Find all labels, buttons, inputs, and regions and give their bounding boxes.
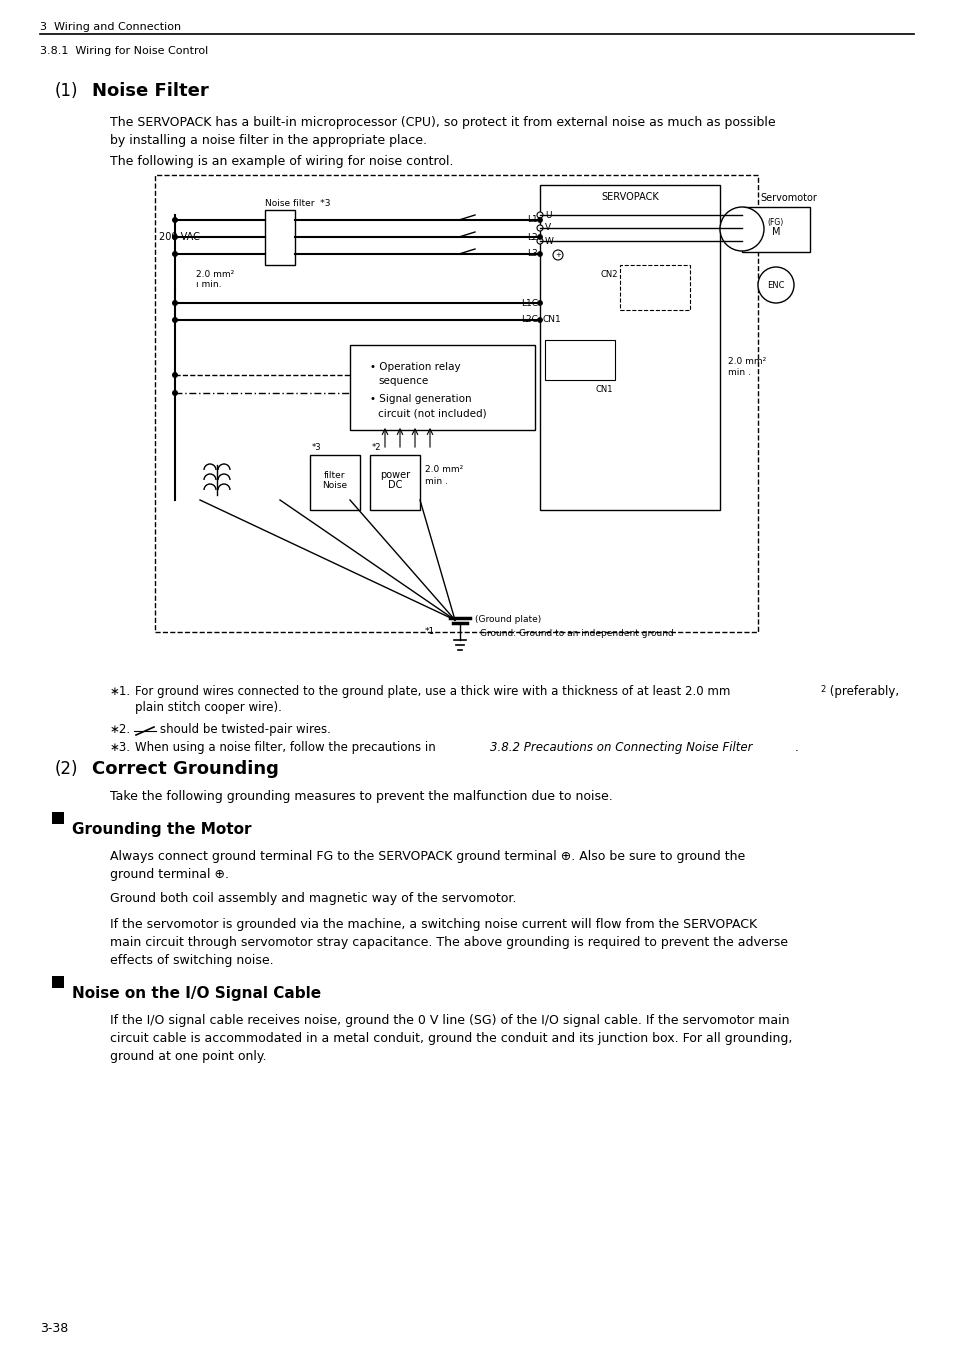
Bar: [539, 185, 720, 510]
Text: *3: *3: [312, 443, 321, 452]
Text: 2.0 mm²: 2.0 mm²: [727, 356, 765, 366]
Text: 3.8.1  Wiring for Noise Control: 3.8.1 Wiring for Noise Control: [40, 46, 208, 55]
Text: 2: 2: [820, 684, 824, 694]
Text: +: +: [555, 252, 560, 258]
Text: (1): (1): [55, 82, 78, 100]
Text: Ground both coil assembly and magnetic way of the servomotor.: Ground both coil assembly and magnetic w…: [110, 892, 516, 904]
Circle shape: [172, 217, 178, 223]
Circle shape: [720, 207, 763, 251]
Circle shape: [537, 301, 542, 305]
Text: • Signal generation: • Signal generation: [370, 394, 471, 404]
Circle shape: [537, 251, 542, 256]
Bar: [310, 455, 359, 510]
Text: M: M: [771, 227, 780, 238]
Bar: [52, 811, 64, 824]
Text: .: .: [794, 741, 798, 755]
Text: CN1: CN1: [595, 385, 613, 394]
Text: 2.0 mm²: 2.0 mm²: [195, 270, 234, 279]
Bar: [265, 211, 294, 265]
Text: (Ground plate): (Ground plate): [475, 616, 540, 625]
Text: *1: *1: [424, 626, 435, 636]
Text: L1C: L1C: [520, 298, 537, 308]
Text: Grounding the Motor: Grounding the Motor: [71, 822, 252, 837]
Circle shape: [758, 267, 793, 302]
Text: L3: L3: [527, 250, 537, 258]
Text: 3-38: 3-38: [40, 1322, 69, 1335]
Text: DC: DC: [388, 481, 402, 490]
Text: 3.8.2 Precautions on Connecting Noise Filter: 3.8.2 Precautions on Connecting Noise Fi…: [490, 741, 752, 755]
Text: L1: L1: [527, 216, 537, 224]
Text: L2C: L2C: [520, 316, 537, 324]
Text: SERVOPACK: SERVOPACK: [600, 192, 659, 202]
Text: min .: min .: [727, 369, 750, 377]
Text: W: W: [544, 236, 554, 246]
Circle shape: [172, 300, 178, 306]
Text: circuit (not included): circuit (not included): [377, 408, 486, 418]
Text: If the I/O signal cable receives noise, ground the 0 V line (SG) of the I/O sign: If the I/O signal cable receives noise, …: [110, 1014, 792, 1062]
Text: filter: filter: [324, 471, 345, 481]
Text: (preferably,: (preferably,: [825, 684, 898, 698]
Circle shape: [553, 250, 562, 261]
Text: ∗3.: ∗3.: [110, 741, 131, 755]
Text: When using a noise filter, follow the precautions in: When using a noise filter, follow the pr…: [135, 741, 439, 755]
Text: (2): (2): [55, 760, 78, 778]
Bar: [370, 455, 419, 510]
Text: V: V: [544, 224, 551, 232]
Text: Correct Grounding: Correct Grounding: [91, 760, 278, 778]
Bar: [544, 340, 615, 379]
Text: Ground: Ground to an independent ground: Ground: Ground to an independent ground: [479, 629, 673, 637]
Circle shape: [537, 238, 542, 244]
Circle shape: [537, 235, 542, 239]
Bar: [619, 265, 689, 310]
Text: U: U: [544, 211, 551, 220]
Bar: [154, 176, 758, 632]
Text: power: power: [379, 471, 410, 481]
Text: The SERVOPACK has a built-in microprocessor (CPU), so protect it from external n: The SERVOPACK has a built-in microproces…: [110, 116, 775, 147]
Text: ENC: ENC: [766, 281, 784, 289]
Text: ∗2.: ∗2.: [110, 724, 131, 736]
Text: For ground wires connected to the ground plate, use a thick wire with a thicknes: For ground wires connected to the ground…: [135, 684, 730, 698]
Text: *2: *2: [372, 443, 381, 452]
Text: The following is an example of wiring for noise control.: The following is an example of wiring fo…: [110, 155, 453, 167]
Text: Noise: Noise: [322, 481, 347, 490]
Text: Always connect ground terminal FG to the SERVOPACK ground terminal ⊕. Also be su: Always connect ground terminal FG to the…: [110, 850, 744, 882]
Text: Noise filter  *3: Noise filter *3: [265, 198, 330, 208]
Text: ∗1.: ∗1.: [110, 684, 131, 698]
Text: should be twisted-pair wires.: should be twisted-pair wires.: [160, 724, 331, 736]
Circle shape: [172, 234, 178, 240]
Bar: [350, 346, 535, 431]
Bar: [741, 207, 809, 252]
Text: Servomotor: Servomotor: [760, 193, 816, 202]
Circle shape: [537, 317, 542, 323]
Text: Take the following grounding measures to prevent the malfunction due to noise.: Take the following grounding measures to…: [110, 790, 612, 803]
Circle shape: [172, 373, 178, 378]
Text: L2: L2: [527, 232, 537, 242]
Circle shape: [172, 251, 178, 256]
Text: (FG): (FG): [767, 219, 783, 228]
Bar: [52, 976, 64, 988]
Text: ı min.: ı min.: [195, 279, 221, 289]
Circle shape: [172, 390, 178, 396]
Text: If the servomotor is grounded via the machine, a switching noise current will fl: If the servomotor is grounded via the ma…: [110, 918, 787, 967]
Text: 3  Wiring and Connection: 3 Wiring and Connection: [40, 22, 181, 32]
Text: CN1: CN1: [542, 316, 561, 324]
Circle shape: [537, 212, 542, 217]
Text: 200 VAC: 200 VAC: [159, 232, 200, 242]
Circle shape: [537, 225, 542, 231]
Text: Noise on the I/O Signal Cable: Noise on the I/O Signal Cable: [71, 986, 321, 1000]
Circle shape: [172, 317, 178, 323]
Text: sequence: sequence: [377, 377, 428, 386]
Text: • Operation relay: • Operation relay: [370, 362, 460, 373]
Text: Noise Filter: Noise Filter: [91, 82, 209, 100]
Text: plain stitch cooper wire).: plain stitch cooper wire).: [135, 701, 281, 714]
Circle shape: [537, 217, 542, 223]
Text: min .: min .: [424, 477, 447, 486]
Text: CN2: CN2: [599, 270, 618, 279]
Text: 2.0 mm²: 2.0 mm²: [424, 464, 463, 474]
